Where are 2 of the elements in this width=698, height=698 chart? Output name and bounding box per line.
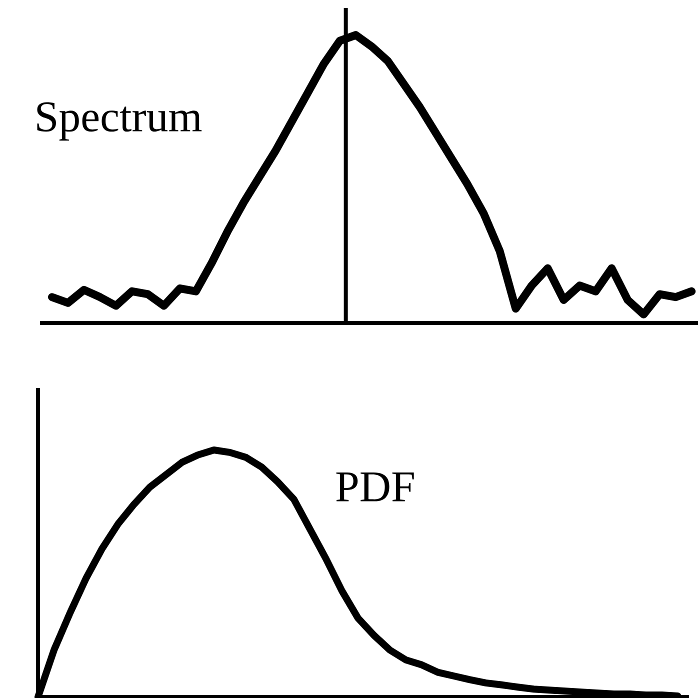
series-label: Spectrum [37, 102, 202, 141]
series-label: PDF [336, 472, 414, 502]
